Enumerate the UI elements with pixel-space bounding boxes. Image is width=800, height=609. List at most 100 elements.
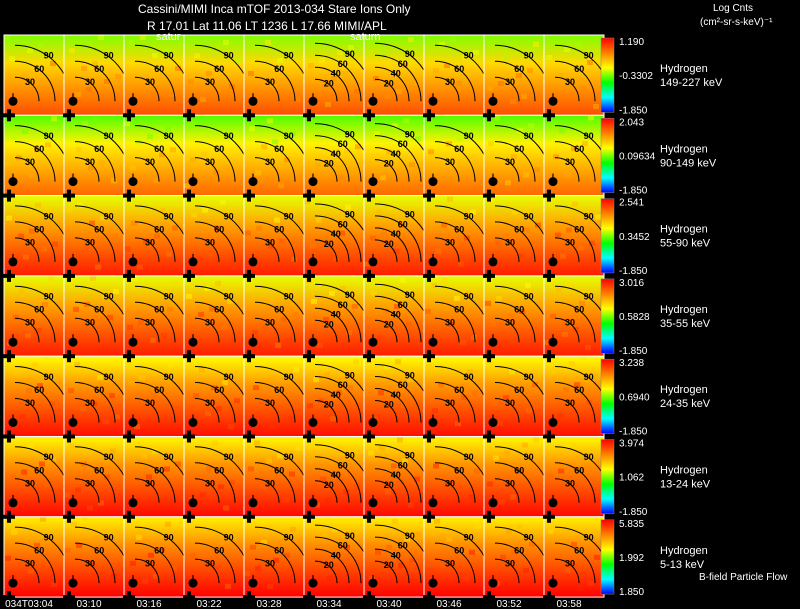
contour-line [14, 558, 40, 584]
inca-pixel-block [23, 254, 29, 260]
inca-pixel-block [171, 565, 177, 571]
contour-line [194, 398, 220, 423]
contour-label: 90 [345, 290, 355, 300]
inca-pixel-block [103, 419, 109, 425]
contour-line [194, 558, 220, 584]
contour-line [14, 317, 40, 343]
inca-pixel-block [425, 308, 431, 314]
contour-label: 40 [331, 69, 341, 79]
inca-pixel-block [553, 154, 559, 160]
contour-label: 60 [34, 305, 44, 315]
contour-line [134, 221, 176, 262]
time-tick-label: 03:16 [136, 599, 161, 609]
contour-label: 90 [224, 452, 234, 462]
saturn-icon [428, 337, 438, 347]
contour-label: 60 [454, 64, 464, 74]
contour-line [254, 60, 296, 102]
inca-pixel-block [98, 35, 104, 40]
contour-line [494, 382, 536, 423]
inca-pixel-block [249, 126, 255, 132]
inca-pixel-block [6, 215, 12, 221]
contour-label: 30 [145, 398, 155, 408]
inca-pixel-block [522, 442, 528, 448]
contour-label: 30 [145, 318, 155, 328]
inca-pixel-block [32, 362, 38, 368]
contour-label: 90 [224, 372, 234, 382]
contour-label: 40 [331, 229, 341, 239]
contour-label: 90 [164, 51, 174, 61]
inca-pixel-block [580, 356, 586, 362]
inca-pixel-block [452, 580, 458, 586]
inca-pixel-block [250, 544, 256, 550]
saturn-icon [488, 177, 498, 187]
inca-pixel-block [186, 293, 192, 299]
contour-line [374, 159, 398, 182]
inca-pixel-block [397, 437, 403, 443]
saturn-icon [248, 96, 258, 106]
inca-pixel-block [414, 81, 420, 86]
inca-pixel-block [175, 66, 181, 71]
inca-pixel-block [504, 55, 510, 60]
inca-pixel-block [381, 230, 387, 236]
contour-line [194, 157, 220, 182]
inca-pixel-block [275, 342, 281, 348]
inca-pixel-block [91, 401, 97, 407]
contour-line [554, 478, 580, 503]
inca-pixel-block [22, 129, 28, 135]
inca-pixel-block [487, 481, 493, 487]
contour-line [14, 76, 40, 102]
contour-line [494, 542, 536, 584]
inca-pixel-block [235, 58, 241, 63]
saturn-icon [188, 418, 198, 427]
inca-pixel-block [254, 45, 260, 50]
inca-pixel-block [496, 295, 502, 301]
inca-pixel-block [244, 570, 250, 576]
contour-label: 30 [565, 157, 575, 167]
inca-pixel-block [487, 86, 493, 91]
contour-label: 60 [214, 465, 224, 475]
contour-label: 60 [274, 64, 284, 74]
inca-pixel-block [456, 476, 462, 482]
inca-pixel-block [152, 53, 158, 58]
inca-pixel-block [548, 133, 554, 139]
saturn-icon [428, 418, 438, 427]
contour-line [14, 462, 56, 503]
contour-label: 30 [565, 237, 575, 247]
inca-pixel-block [409, 162, 415, 168]
inca-pixel-block [111, 178, 117, 184]
saturn-icon [68, 578, 78, 588]
contour-line [374, 536, 422, 584]
inca-pixel-block [376, 209, 382, 215]
contour-label: 90 [164, 131, 174, 141]
inca-pixel-block [438, 382, 444, 388]
inca-pixel-block [268, 243, 274, 249]
inca-pixel-block [38, 43, 44, 48]
inca-pixel-block [193, 393, 199, 399]
contour-label: 20 [324, 480, 334, 490]
colorbar-min-label: -1.850 [619, 427, 648, 438]
contour-label: 30 [445, 157, 455, 167]
inca-pixel-block [191, 212, 197, 218]
inca-pixel-block [77, 202, 83, 208]
saturn-icon [248, 257, 258, 267]
colorbar-border [600, 198, 615, 274]
contour-line [14, 157, 40, 182]
contour-line [134, 60, 176, 102]
inca-pixel-block [52, 241, 58, 247]
inca-pixel-block [472, 390, 478, 396]
contour-label: 60 [514, 465, 524, 475]
inca-pixel-block [307, 403, 313, 409]
inca-pixel-block [228, 424, 234, 430]
contour-line [134, 398, 160, 423]
saturn-icon [8, 578, 18, 588]
inca-pixel-block [461, 395, 467, 401]
inca-pixel-block [295, 445, 301, 451]
inca-pixel-block [317, 342, 323, 348]
inca-pixel-block [223, 40, 229, 45]
inca-pixel-block [235, 453, 241, 459]
contour-label: 90 [345, 451, 355, 461]
time-tick-label: 03:58 [556, 599, 581, 609]
inca-pixel-block [124, 121, 130, 127]
contour-line [74, 141, 116, 182]
inca-pixel-block [392, 518, 398, 524]
